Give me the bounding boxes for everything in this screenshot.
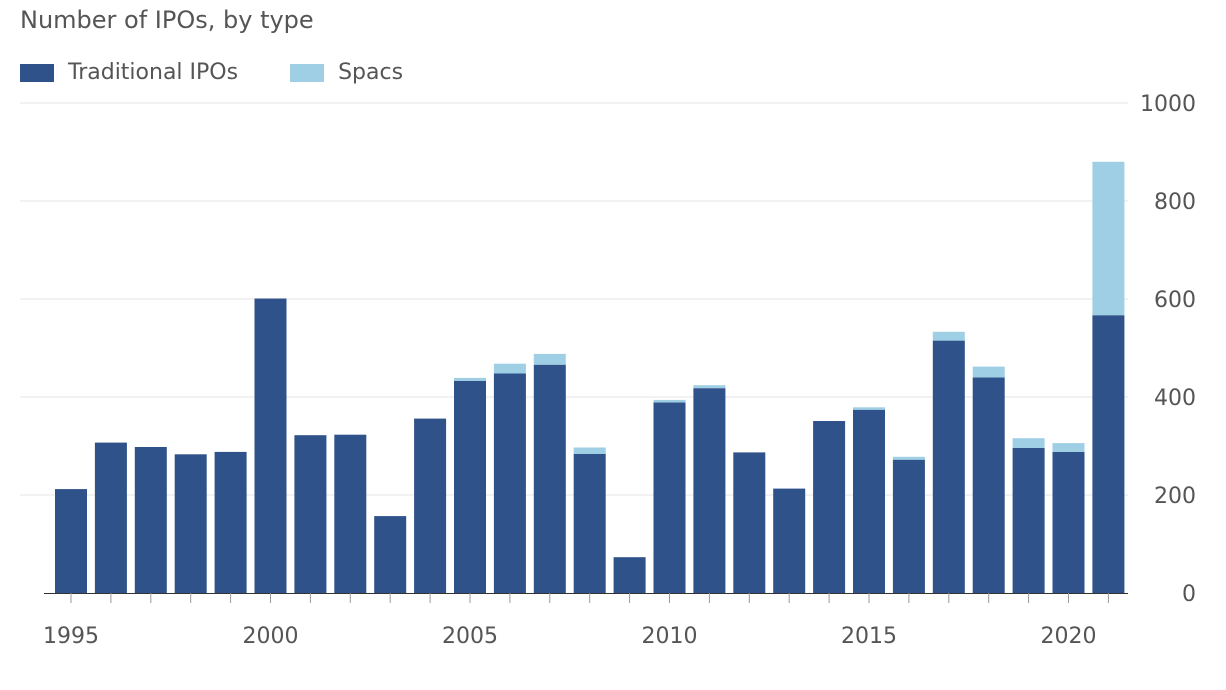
y-tick-label: 400 xyxy=(1154,386,1196,411)
bar-traditional xyxy=(1092,315,1125,593)
bar-traditional xyxy=(55,489,87,593)
x-tick-label: 2010 xyxy=(642,624,698,649)
y-tick-label: 600 xyxy=(1154,288,1196,313)
bar-traditional xyxy=(573,453,606,593)
bar-spacs xyxy=(892,456,925,460)
x-tick-label: 2005 xyxy=(442,624,498,649)
legend-label-spacs: Spacs xyxy=(338,60,404,85)
bar-spacs xyxy=(573,447,606,454)
x-tick-label: 2020 xyxy=(1041,624,1097,649)
bar-traditional xyxy=(214,451,247,593)
bar-traditional xyxy=(932,340,965,593)
bar-traditional xyxy=(493,373,526,593)
bar-spacs xyxy=(972,366,1005,378)
bar-traditional xyxy=(174,454,207,593)
x-tick-label: 1995 xyxy=(43,624,99,649)
bar-spacs xyxy=(853,407,885,410)
bar-traditional xyxy=(972,377,1005,593)
bar-traditional xyxy=(653,402,686,593)
bar-traditional xyxy=(414,418,447,593)
y-tick-label: 0 xyxy=(1182,582,1196,607)
legend: Traditional IPOs Spacs xyxy=(20,60,455,85)
bar-traditional xyxy=(94,442,127,593)
bar-spacs xyxy=(454,377,486,381)
bar-spacs xyxy=(533,353,566,365)
bar-traditional xyxy=(813,421,846,593)
bar-traditional xyxy=(693,388,726,593)
bar-traditional xyxy=(853,409,885,593)
y-tick-label: 800 xyxy=(1154,190,1196,215)
legend-label-traditional: Traditional IPOs xyxy=(68,60,239,85)
bar-spacs xyxy=(693,385,726,389)
bar-spacs xyxy=(1052,443,1085,452)
bar-spacs xyxy=(653,399,686,403)
legend-item-spacs: Spacs xyxy=(290,60,403,85)
bar-traditional xyxy=(334,434,367,593)
x-tick-label: 2000 xyxy=(243,624,299,649)
bar-traditional xyxy=(454,380,486,593)
legend-swatch-traditional xyxy=(20,63,54,82)
bar-traditional xyxy=(294,435,327,593)
bar-spacs xyxy=(1012,438,1045,448)
bar-traditional xyxy=(613,557,646,593)
bar-traditional xyxy=(1012,448,1045,593)
bar-traditional xyxy=(533,364,566,593)
y-tick-label: 1000 xyxy=(1140,92,1196,117)
bar-spacs xyxy=(1092,161,1125,316)
chart-title: Number of IPOs, by type xyxy=(20,6,314,34)
bar-traditional xyxy=(374,516,407,593)
y-tick-label: 200 xyxy=(1154,484,1196,509)
bar-traditional xyxy=(733,452,766,593)
bar-traditional xyxy=(773,488,806,593)
legend-item-traditional: Traditional IPOs xyxy=(20,60,238,85)
bar-traditional xyxy=(1052,451,1085,593)
legend-swatch-spacs xyxy=(290,63,325,82)
bar-traditional xyxy=(254,298,287,593)
bar-spacs xyxy=(932,331,965,341)
x-tick-label: 2015 xyxy=(841,624,897,649)
bar-spacs xyxy=(493,363,526,374)
bar-traditional xyxy=(134,447,167,593)
bar-traditional xyxy=(892,459,925,593)
